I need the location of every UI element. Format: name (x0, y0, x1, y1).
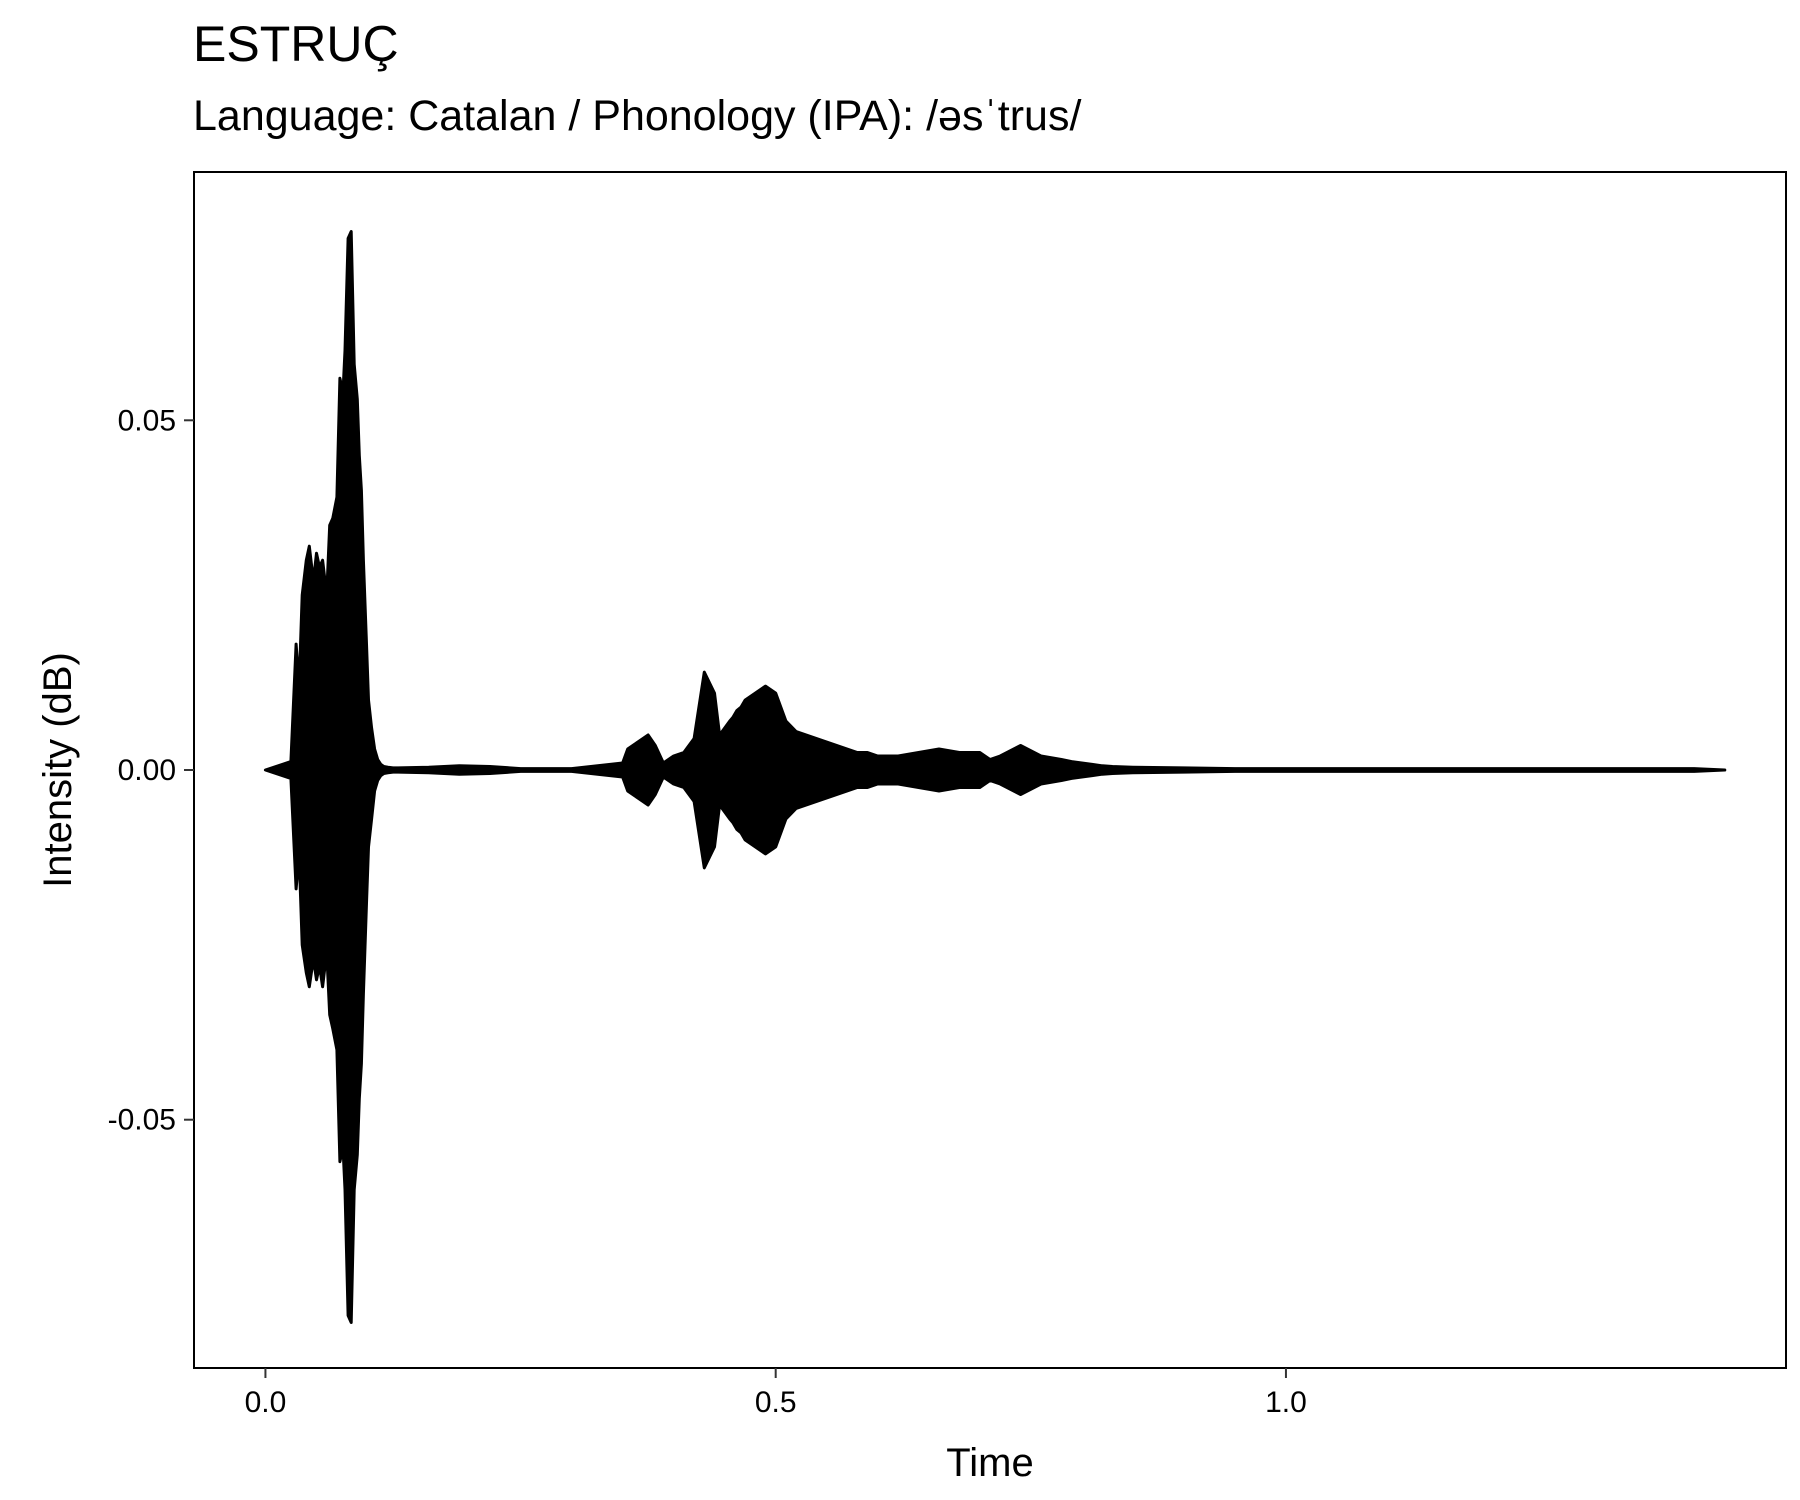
y-axis: 0.05 0.00 -0.05 (108, 404, 194, 1137)
x-tick-label: 0.5 (755, 1386, 797, 1419)
chart-title: ESTRUÇ (193, 16, 399, 72)
chart-subtitle: Language: Catalan / Phonology (IPA): /əs… (193, 92, 1082, 140)
x-axis: 0.0 0.5 1.0 (245, 1368, 1307, 1419)
y-tick-label: 0.00 (118, 754, 176, 787)
x-tick-label: 1.0 (1265, 1386, 1307, 1419)
y-axis-title: Intensity (dB) (36, 652, 80, 888)
x-tick-label: 0.0 (245, 1386, 287, 1419)
y-tick-label: 0.05 (118, 404, 176, 437)
waveform-layer (263, 230, 1727, 1324)
x-axis-title: Time (946, 1441, 1033, 1485)
y-tick-label: -0.05 (108, 1104, 176, 1137)
waveform-series-0 (263, 230, 1727, 1324)
